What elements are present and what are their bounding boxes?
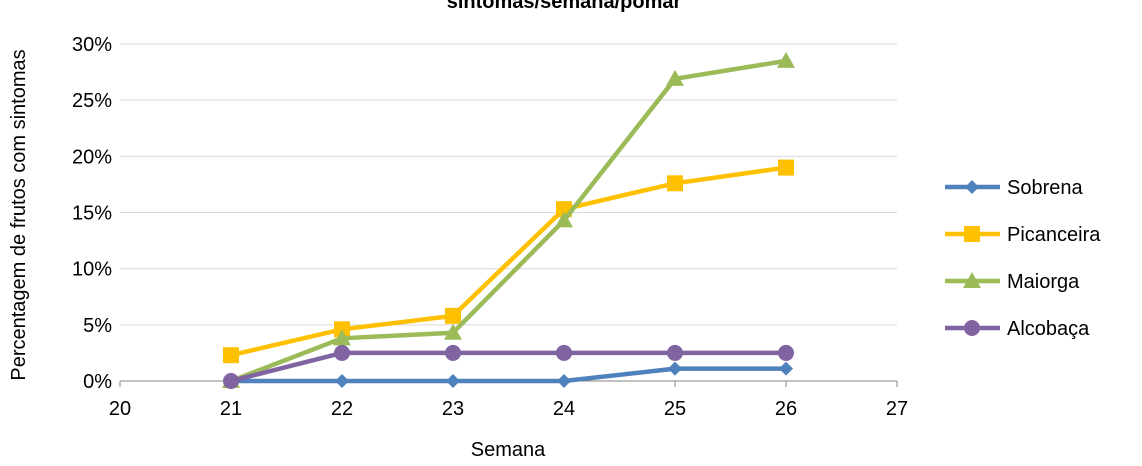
legend-marker xyxy=(965,180,979,194)
series-2-point xyxy=(666,69,684,86)
series-1-point xyxy=(778,159,794,176)
series-0-point xyxy=(668,361,682,376)
series-0-point xyxy=(335,374,349,388)
series-3-point xyxy=(223,373,239,389)
series-2-line xyxy=(228,58,789,384)
legend-label: Alcobaça xyxy=(1007,318,1090,340)
series-2-point xyxy=(555,211,573,228)
legend: Sobrena Picanceira Maiorga Alcobaça xyxy=(945,177,1101,340)
x-tick-label: 21 xyxy=(220,398,242,420)
x-tick-label: 26 xyxy=(775,398,797,420)
x-tick-label: 25 xyxy=(664,398,686,420)
legend-label: Picanceira xyxy=(1007,224,1101,246)
series-0-line xyxy=(228,366,789,384)
series-2-point xyxy=(333,329,351,346)
x-axis-label: Semana xyxy=(471,439,546,461)
series-2-point xyxy=(444,323,462,340)
series-0-point xyxy=(557,374,571,388)
legend-marker xyxy=(963,272,981,288)
x-tick-label: 24 xyxy=(553,398,575,420)
series xyxy=(222,51,795,389)
legend-marker xyxy=(964,320,980,336)
series-3-point xyxy=(667,344,683,361)
series-3-point xyxy=(556,344,572,361)
gridlines xyxy=(120,43,897,326)
series-3-point xyxy=(778,344,794,361)
legend-label: Maiorga xyxy=(1007,271,1080,293)
series-1-point xyxy=(667,175,683,192)
y-tick-label: 30% xyxy=(72,34,112,56)
y-tick-label: 15% xyxy=(72,203,112,225)
legend-label: Sobrena xyxy=(1007,177,1083,199)
series-0-point xyxy=(779,361,793,376)
series-1-point xyxy=(223,347,239,364)
y-tick-label: 10% xyxy=(72,259,112,281)
x-tick-label: 22 xyxy=(331,398,353,420)
series-0-point xyxy=(446,374,460,388)
y-tick-label: 5% xyxy=(83,315,112,337)
series-3-point xyxy=(334,344,350,361)
x-tick-label: 20 xyxy=(109,398,131,420)
series-2-point xyxy=(777,51,795,68)
x-tick-label: 23 xyxy=(442,398,464,420)
y-axis-label: Percentagem de frutos com sintomas xyxy=(8,49,30,380)
y-tick-label: 0% xyxy=(83,371,112,393)
series-3-line xyxy=(228,350,789,384)
series-1-line xyxy=(228,165,789,358)
chart-title: sintomas/semana/pomar xyxy=(447,0,682,13)
axes: 0% 5% 10% 15% 20% 25% 30% 20 21 22 23 24 25 26 27 xyxy=(72,34,908,420)
series-3-point xyxy=(445,344,461,361)
y-tick-label: 25% xyxy=(72,90,112,112)
x-tick-label: 27 xyxy=(886,398,908,420)
y-tick-label: 20% xyxy=(72,146,112,168)
series-1-point xyxy=(445,307,461,324)
legend-marker xyxy=(964,226,980,242)
